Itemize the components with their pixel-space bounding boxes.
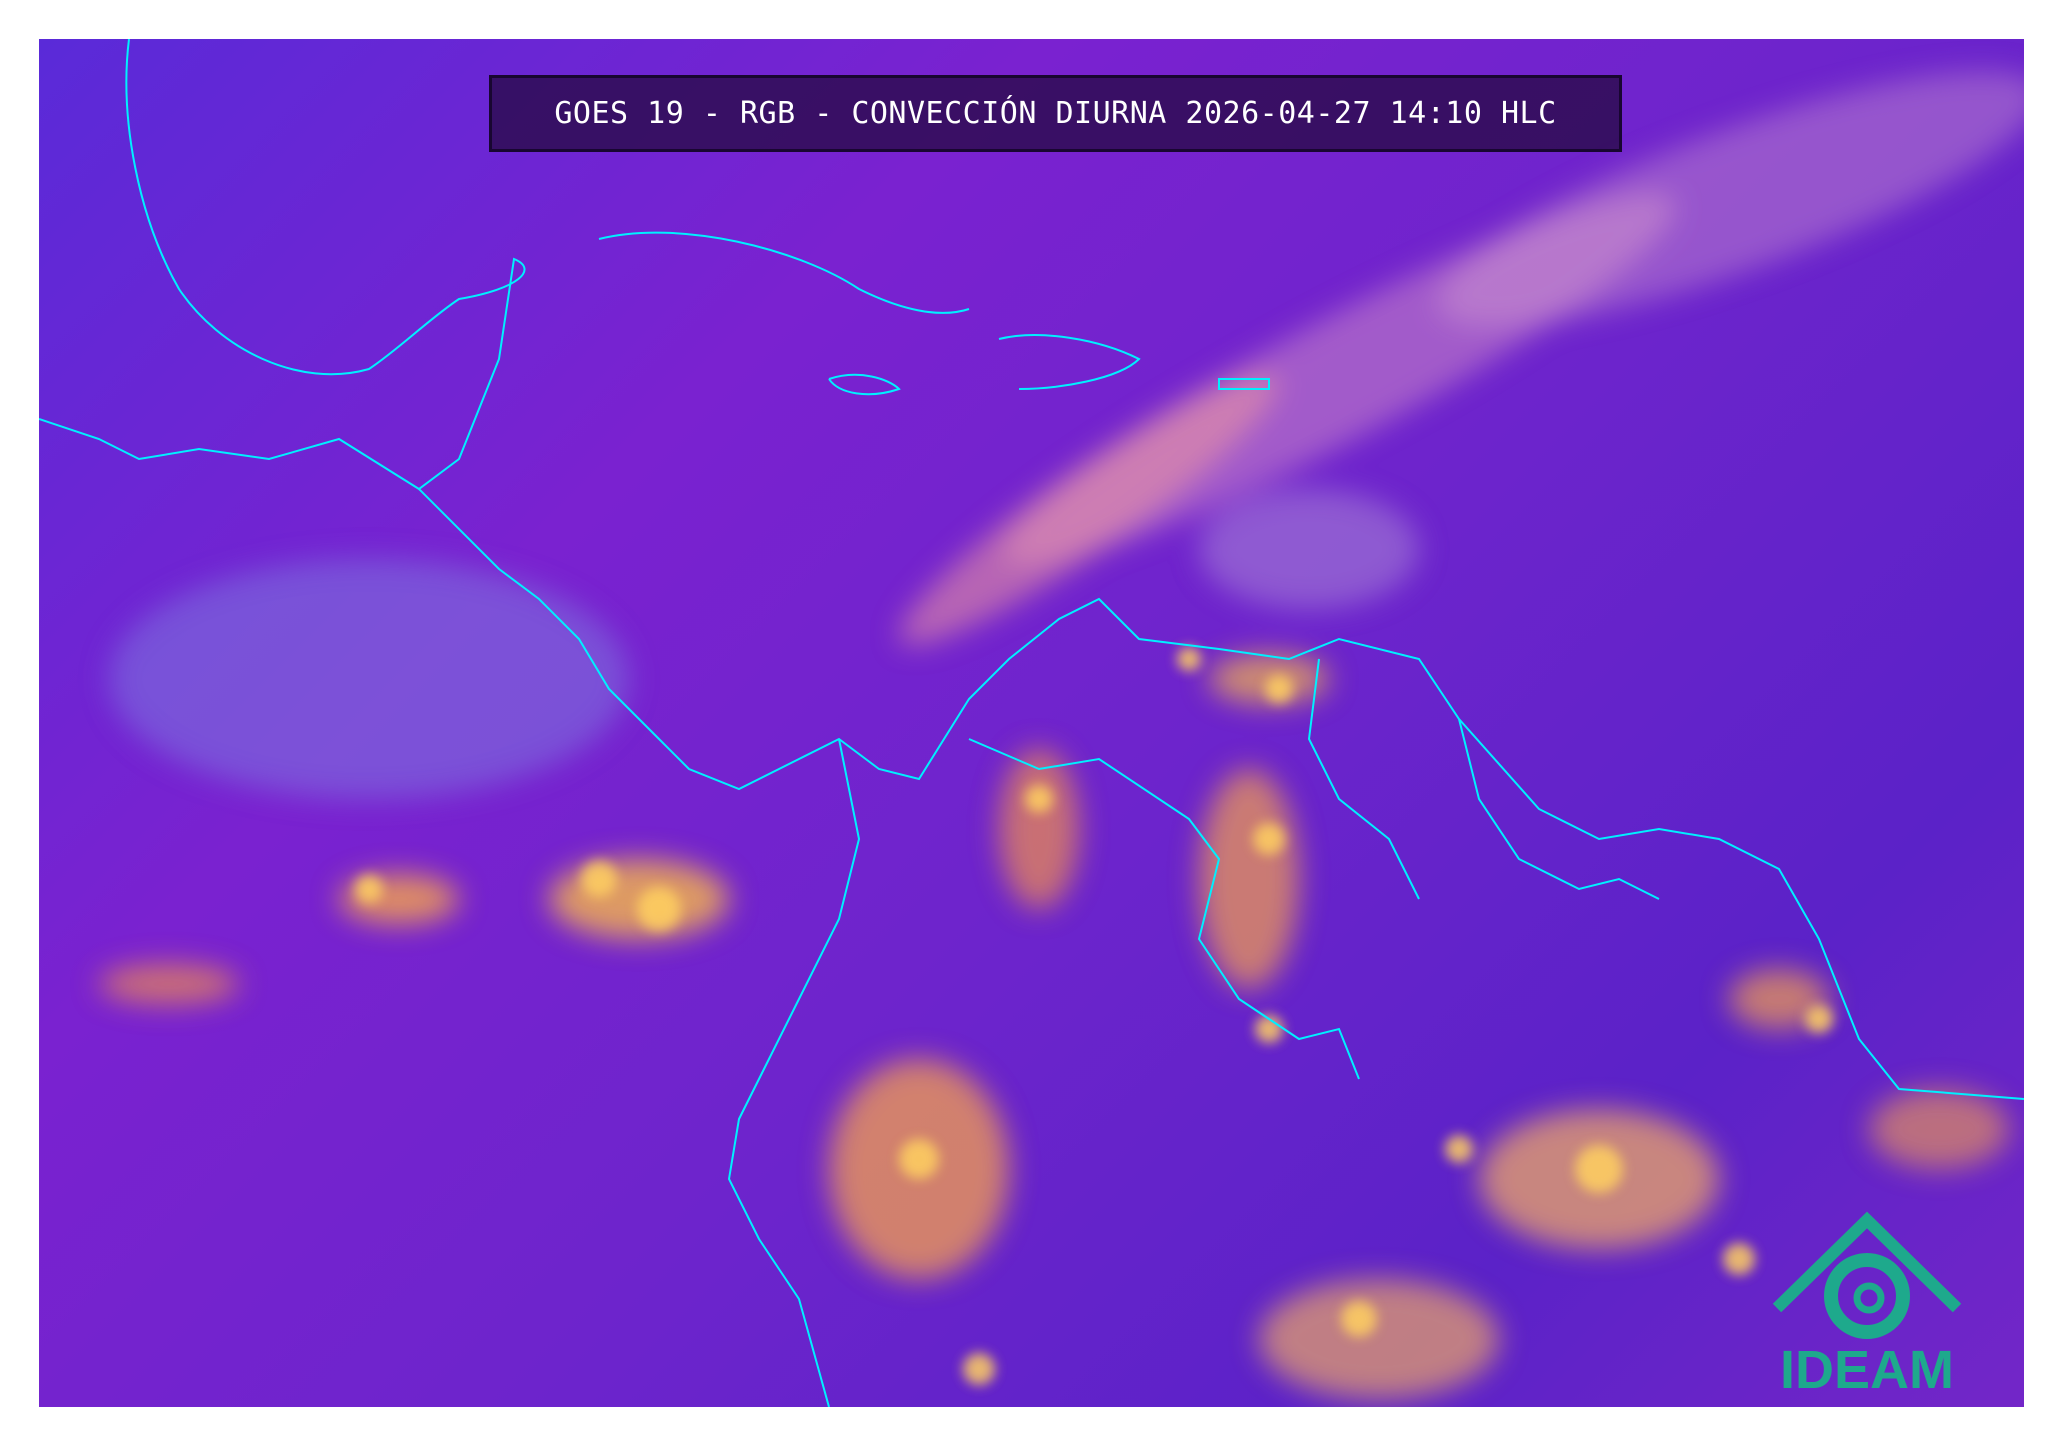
- title-banner: GOES 19 - RGB - CONVECCIÓN DIURNA 2026-0…: [489, 75, 1622, 152]
- logo-text: IDEAM: [1780, 1340, 1954, 1400]
- image-title: GOES 19 - RGB - CONVECCIÓN DIURNA 2026-0…: [554, 96, 1557, 131]
- satellite-imagery: [39, 39, 2024, 1407]
- coastlines: [39, 39, 2024, 1407]
- cloud-regions: [99, 71, 2024, 1399]
- convective-cells: [355, 647, 1833, 1385]
- satellite-image: [39, 39, 2024, 1407]
- ideam-logo: IDEAM: [1757, 1178, 1977, 1400]
- logo-mark: [1772, 1211, 1962, 1339]
